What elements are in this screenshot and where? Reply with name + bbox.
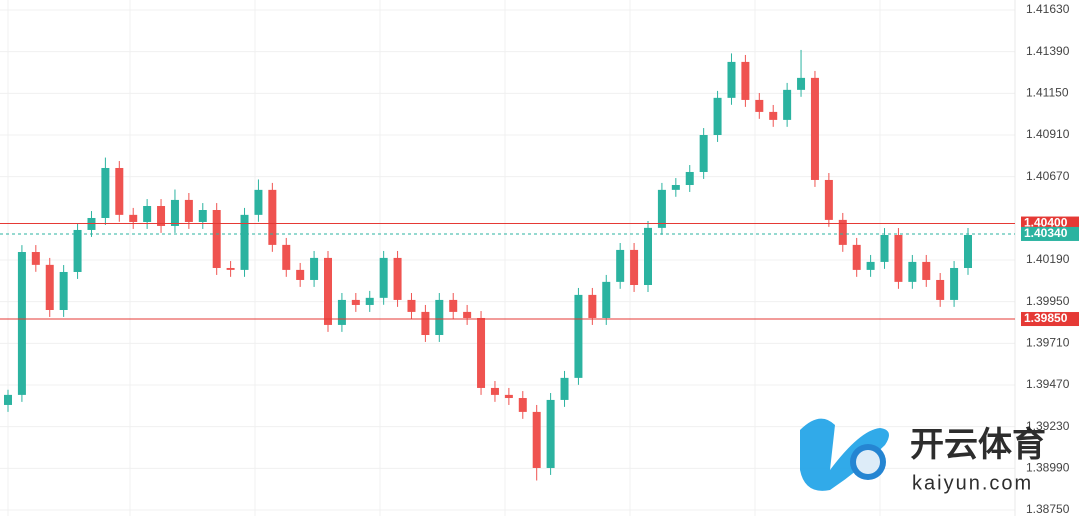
price-label-bg <box>1021 226 1079 241</box>
candle-body <box>532 411 541 468</box>
candle-body <box>727 61 736 98</box>
candle-body <box>463 311 472 318</box>
candle-body <box>365 297 374 305</box>
candle-body <box>699 135 708 172</box>
candle-body <box>518 398 527 412</box>
y-tick-label: 1.40190 <box>1026 252 1070 266</box>
candle-body <box>421 311 430 335</box>
candle-body <box>337 299 346 325</box>
candle-body <box>212 210 221 268</box>
y-tick-label: 1.38750 <box>1026 502 1070 516</box>
y-tick-label: 1.41630 <box>1026 2 1070 16</box>
candle-body <box>477 317 486 388</box>
candle-body <box>490 387 499 395</box>
candle-body <box>964 235 972 268</box>
watermark: 开云体育 kaiyun.com <box>800 418 1046 494</box>
candle-body <box>908 261 917 282</box>
candle-body <box>741 61 750 100</box>
candle-body <box>574 294 583 378</box>
y-tick-label: 1.39950 <box>1026 294 1070 308</box>
candle-body <box>950 267 959 300</box>
y-tick-label: 1.40910 <box>1026 127 1070 141</box>
y-tick-label: 1.39230 <box>1026 419 1070 433</box>
candle-body <box>157 206 166 226</box>
candle-body <box>379 257 388 298</box>
candle-body <box>449 299 458 312</box>
candle-body <box>73 229 82 272</box>
candle-body <box>797 77 806 90</box>
logo-k <box>800 418 889 491</box>
watermark-brand: 开云体育 <box>910 426 1046 464</box>
y-tick-label: 1.40670 <box>1026 169 1070 183</box>
price-label-bg <box>1021 312 1079 327</box>
candle-body <box>268 189 277 245</box>
candle-body <box>226 267 235 270</box>
y-tick-label: 1.39710 <box>1026 336 1070 350</box>
candle-body <box>351 299 360 305</box>
price-label: 1.40400 <box>1024 216 1068 230</box>
candle-body <box>143 206 152 222</box>
candle-body <box>184 199 193 222</box>
y-tick-label: 1.41390 <box>1026 44 1070 58</box>
candles <box>4 49 972 481</box>
logo-ball-inner <box>856 450 880 474</box>
candle-body <box>838 219 847 245</box>
candle-body <box>783 89 792 120</box>
candle-body <box>602 281 611 318</box>
y-tick-label: 1.39470 <box>1026 377 1070 391</box>
candle-body <box>685 171 694 185</box>
candle-body <box>810 77 819 180</box>
y-tick-label: 1.38990 <box>1026 461 1070 475</box>
candle-body <box>657 189 666 228</box>
candle-body <box>254 189 263 215</box>
candle-body <box>880 235 889 262</box>
candle-body <box>588 294 597 318</box>
candle-body <box>31 252 40 265</box>
candle-body <box>198 210 207 222</box>
candle-body <box>435 299 444 335</box>
candle-body <box>129 214 138 222</box>
candle-body <box>115 167 124 215</box>
candle-body <box>713 97 722 135</box>
candle-body <box>310 257 319 280</box>
candle-body <box>824 179 833 220</box>
candle-body <box>755 99 764 112</box>
candle-body <box>866 261 875 270</box>
candle-body <box>324 257 332 325</box>
candle-body <box>852 244 861 270</box>
grid <box>0 0 1015 516</box>
candle-body <box>936 279 945 300</box>
watermark-site: kaiyun.com <box>912 472 1033 494</box>
candle-body <box>17 252 26 395</box>
candle-body <box>546 399 555 468</box>
candle-body <box>59 271 68 310</box>
candle-body <box>560 377 569 400</box>
candle-body <box>407 299 416 312</box>
candle-body <box>644 227 652 285</box>
candle-body <box>45 264 54 310</box>
candle-body <box>616 249 625 282</box>
candle-body <box>240 214 249 270</box>
candle-body <box>922 261 931 280</box>
candle-body <box>282 244 291 270</box>
price-label: 1.39850 <box>1024 311 1068 325</box>
candle-body <box>393 257 402 300</box>
candle-body <box>504 394 513 399</box>
candle-body <box>769 111 778 120</box>
price-label: 1.40340 <box>1024 226 1068 240</box>
candle-body <box>671 185 680 190</box>
candle-body <box>630 249 639 285</box>
candle-body <box>296 269 305 280</box>
candle-body <box>4 394 12 405</box>
candle-body <box>170 199 179 226</box>
candle-body <box>894 235 903 282</box>
y-tick-label: 1.41150 <box>1026 86 1069 100</box>
candle-body <box>101 167 110 218</box>
